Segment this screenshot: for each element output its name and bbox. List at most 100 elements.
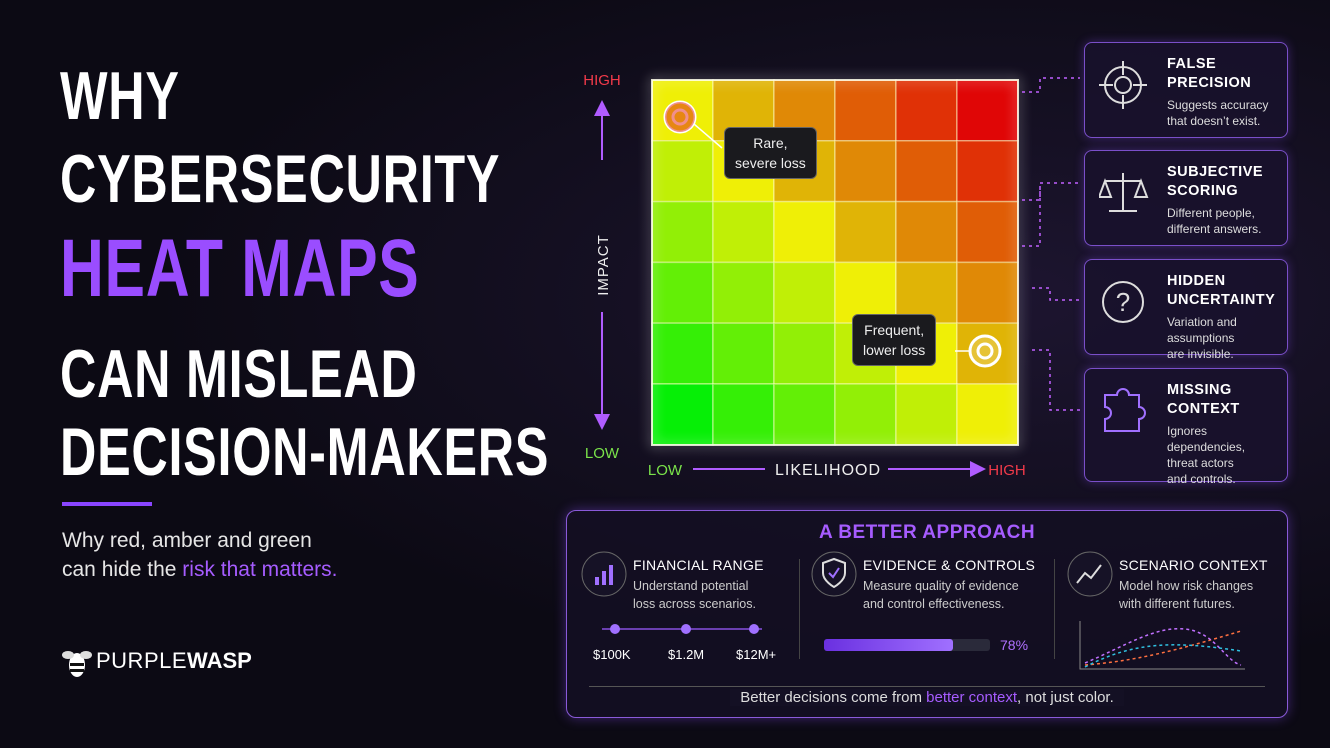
heat-cell bbox=[712, 383, 775, 446]
issue-icon bbox=[1099, 173, 1149, 212]
issue-icon: ? bbox=[1102, 281, 1144, 323]
issue-text-line: different answers. bbox=[1167, 222, 1262, 236]
heat-cell bbox=[834, 261, 897, 324]
y-label: IMPACT bbox=[595, 234, 612, 296]
progress-track bbox=[824, 639, 990, 651]
subtitle-highlight: risk that matters. bbox=[182, 558, 338, 581]
heat-cell bbox=[651, 261, 714, 324]
progress-label: 78% bbox=[1000, 637, 1029, 653]
issue-title-line: MISSING bbox=[1167, 382, 1232, 398]
issue-text-line: and controls. bbox=[1167, 472, 1236, 486]
heat-cell bbox=[651, 140, 714, 203]
x-high: HIGH bbox=[988, 462, 1026, 479]
issue-title-line: FALSE bbox=[1167, 56, 1217, 72]
issue-text: Variation and assumptions are invisible. bbox=[1167, 314, 1287, 362]
issue-text-line: Variation and assumptions bbox=[1167, 315, 1237, 345]
issue-text-line: are invisible. bbox=[1167, 347, 1234, 361]
title-line: DECISION-MAKERS bbox=[60, 414, 550, 490]
heat-cell bbox=[895, 383, 958, 446]
heat-cell bbox=[956, 383, 1019, 446]
issue-card: FALSE PRECISION Suggests accuracy that does… bbox=[1084, 42, 1288, 138]
title-line: CYBERSECURITY bbox=[60, 141, 501, 217]
heat-cell bbox=[956, 140, 1019, 203]
brand: PURPLE WASP bbox=[62, 643, 252, 679]
footer-text: , not just color. bbox=[1017, 689, 1114, 706]
issue-card: SUBJECTIVE SCORING Different people, differ… bbox=[1084, 150, 1288, 246]
item-text-line: Understand potential bbox=[633, 579, 749, 593]
heat-cell bbox=[895, 200, 958, 264]
approach-panel: A BETTER APPROACH FINANCIAL RANGE Underst… bbox=[566, 510, 1288, 718]
range-label: $12M+ bbox=[736, 647, 777, 662]
heat-cell bbox=[834, 140, 897, 203]
heat-cell bbox=[895, 261, 958, 324]
subtitle-text: Why red, amber and green bbox=[62, 529, 312, 552]
heat-cell bbox=[956, 79, 1019, 142]
callout-text: Frequent, bbox=[864, 322, 925, 338]
heat-cell bbox=[773, 261, 836, 324]
issue-text: Suggests accuracy that doesn’t exist. bbox=[1167, 97, 1268, 129]
separator bbox=[1054, 559, 1055, 659]
heat-cell bbox=[773, 322, 836, 385]
range-label: $100K bbox=[593, 647, 631, 662]
brand-text: PURPLE bbox=[96, 648, 188, 673]
item-title: FINANCIAL RANGE bbox=[633, 557, 764, 573]
heat-cell bbox=[651, 322, 714, 385]
footer-text: Better decisions come from bbox=[740, 689, 922, 706]
issue-text: Ignores dependencies, threat actors and co… bbox=[1167, 423, 1287, 487]
issue-title: HIDDEN UNCERTAINTY bbox=[1167, 272, 1275, 310]
item-text-line: with different futures. bbox=[1119, 597, 1235, 611]
heat-cell bbox=[773, 200, 836, 264]
approach-title: A BETTER APPROACH bbox=[818, 522, 1036, 543]
item-icon bbox=[581, 551, 627, 597]
callout-text: severe loss bbox=[735, 155, 806, 171]
heat-cell bbox=[834, 200, 897, 264]
issue-card: MISSING CONTEXT Ignores dependencies, threa… bbox=[1084, 368, 1288, 486]
footer: Better decisions come from better contex… bbox=[567, 689, 1287, 706]
issue-title-line: PRECISION bbox=[1167, 75, 1252, 91]
heat-cell bbox=[712, 200, 775, 264]
heat-cell bbox=[895, 140, 958, 203]
y-low: LOW bbox=[585, 445, 620, 462]
range-label: $1.2M bbox=[668, 647, 705, 662]
heat-cell bbox=[651, 383, 714, 446]
issue-title-line: HIDDEN bbox=[1167, 273, 1226, 289]
issue-title-line: CONTEXT bbox=[1167, 401, 1240, 417]
title-line: HEAT MAPS bbox=[60, 223, 420, 314]
x-label: LIKELIHOOD bbox=[775, 462, 881, 479]
brand-text: WASP bbox=[187, 648, 252, 673]
issue-title-line: UNCERTAINTY bbox=[1167, 292, 1276, 308]
item-text-line: loss across scenarios. bbox=[633, 597, 756, 611]
separator bbox=[799, 559, 800, 659]
issue-icon bbox=[1099, 61, 1147, 109]
item-text-line: and control effectiveness. bbox=[863, 597, 1005, 611]
y-high: HIGH bbox=[583, 72, 621, 89]
wasp-logo bbox=[62, 651, 92, 677]
heat-cell bbox=[834, 383, 897, 446]
issue-text-line: that doesn’t exist. bbox=[1167, 114, 1261, 128]
callout-text: lower loss bbox=[863, 342, 926, 358]
issue-title: FALSE PRECISION bbox=[1167, 55, 1251, 93]
issue-text-line: Ignores dependencies, bbox=[1167, 424, 1246, 454]
issue-icon bbox=[1104, 388, 1146, 432]
footer-rule bbox=[589, 686, 1265, 687]
heat-map: HIGH LOW IMPACT LOW LIKELIHOOD HIGH bbox=[583, 72, 1080, 479]
title-line: CAN MISLEAD bbox=[60, 336, 418, 412]
title-line: WHY bbox=[60, 58, 180, 134]
heat-cell bbox=[651, 200, 714, 264]
issue-title: MISSING CONTEXT bbox=[1167, 381, 1240, 419]
item-icon bbox=[1067, 551, 1113, 597]
heat-cell bbox=[773, 383, 836, 446]
heat-cell bbox=[956, 200, 1019, 264]
item-text: Model how risk changes with different fut… bbox=[1119, 577, 1253, 613]
subtitle-text: can hide the bbox=[62, 558, 177, 581]
footer-highlight: better context bbox=[926, 689, 1018, 706]
progress-bar bbox=[824, 639, 954, 651]
issue-card: ? HIDDEN UNCERTAINTY Variation and assumpti… bbox=[1084, 259, 1288, 361]
issue-title-line: SUBJECTIVE bbox=[1167, 164, 1264, 180]
subtitle: Why red, amber and green can hide the ri… bbox=[62, 526, 337, 584]
issue-title-line: SCORING bbox=[1167, 183, 1239, 199]
svg-text:?: ? bbox=[1116, 287, 1130, 317]
range-slider bbox=[602, 624, 762, 634]
divider bbox=[62, 502, 152, 506]
